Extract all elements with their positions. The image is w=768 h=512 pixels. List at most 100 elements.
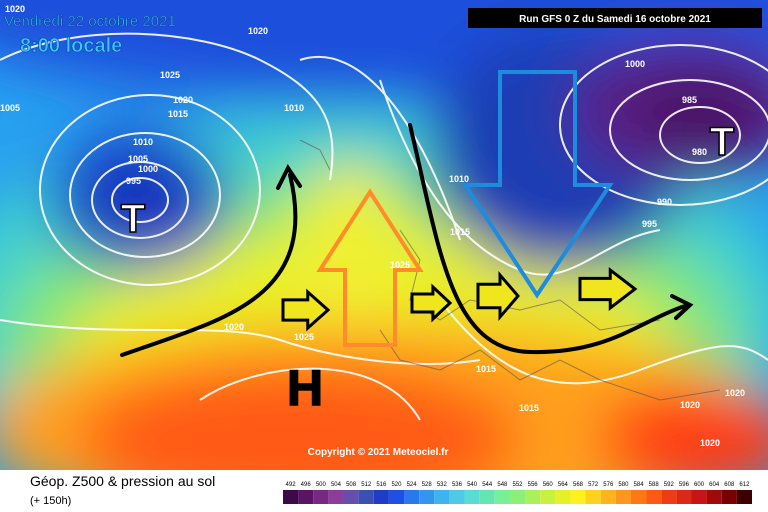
colorbar-swatch [661, 490, 677, 504]
colorbar-swatch [464, 490, 480, 504]
colorbar-swatch [585, 490, 601, 504]
colorbar-swatch [721, 490, 737, 504]
colorbar-label: 524 [407, 482, 418, 488]
colorbar-swatch [343, 490, 359, 504]
isobar-label: 1015 [168, 109, 188, 119]
colorbar-label: 592 [664, 482, 675, 488]
field [0, 0, 768, 470]
forecast-date: Vendredi 22 octobre 2021 [4, 13, 176, 30]
isobar-label: 1015 [476, 364, 496, 374]
isobar-label: 995 [126, 176, 141, 186]
colorbar-label: 604 [709, 482, 720, 488]
flow-arrow [410, 283, 453, 323]
isobar-label: 1025 [390, 260, 410, 270]
isobar-label: 990 [657, 197, 672, 207]
colorbar-label: 572 [588, 482, 599, 488]
colorbar-label: 532 [437, 482, 448, 488]
colorbar-swatch [691, 490, 707, 504]
isobar-label: 1020 [680, 400, 700, 410]
colorbar-swatch [328, 490, 344, 504]
colorbar-label: 612 [739, 482, 750, 488]
colorbar-swatch [540, 490, 556, 504]
isobar-label: 980 [692, 147, 707, 157]
isobar-label: 1020 [248, 26, 268, 36]
isobar-label: 1010 [284, 103, 304, 113]
colorbar-label: 596 [679, 482, 690, 488]
run-box [468, 8, 762, 28]
pressure-center: H [287, 360, 323, 416]
colorbar-swatch [630, 490, 647, 504]
colorbar-label: 500 [316, 482, 327, 488]
colorbar-label: 552 [512, 482, 523, 488]
colorbar-swatch [373, 490, 389, 504]
colorbar-label: 520 [391, 482, 402, 488]
colorbar-swatch [313, 490, 329, 504]
colorbar-swatch [494, 490, 510, 504]
colorbar-label: 600 [694, 482, 705, 488]
flow-arrow [281, 288, 331, 332]
isobar-label: 1010 [133, 137, 153, 147]
colorbar-label: 508 [346, 482, 357, 488]
isobar-label: 985 [682, 95, 697, 105]
colorbar-swatch [283, 490, 299, 504]
colorbar-label: 576 [603, 482, 614, 488]
colorbar-label: 564 [558, 482, 569, 488]
isobar-label: 1020 [5, 4, 25, 14]
isobar-label: 1005 [128, 154, 148, 164]
flow-arrow [476, 270, 520, 322]
isobar-label: 1020 [173, 95, 193, 105]
colorbar-swatch [358, 490, 374, 504]
colorbar-label: 536 [452, 482, 463, 488]
pressure-center: T [710, 120, 734, 164]
colorbar-swatch [404, 490, 420, 504]
map: Vendredi 22 octobre 2021 8:00 locale Run… [0, 0, 768, 470]
colorbar-swatch [600, 490, 616, 504]
colorbar-label: 516 [376, 482, 387, 488]
colorbar-label: 584 [634, 482, 645, 488]
colorbar-swatch [388, 490, 405, 504]
colorbar-swatch [525, 490, 541, 504]
colorbar-label: 496 [301, 482, 312, 488]
pressure-center: T [121, 197, 145, 241]
colorbar-label: 504 [331, 482, 342, 488]
colorbar-swatch [449, 490, 465, 504]
colorbar-swatch [555, 490, 571, 504]
colorbar-swatch [509, 490, 526, 504]
colorbar-label: 556 [528, 482, 539, 488]
colorbar-label: 544 [482, 482, 493, 488]
colorbar-swatch [419, 490, 435, 504]
forecast-time: 8:00 locale [20, 35, 122, 57]
colorbar-swatch [706, 490, 722, 504]
colorbar-swatch [434, 490, 450, 504]
colorbar-swatch [570, 490, 586, 504]
flow-arrow [578, 266, 638, 312]
colorbar-swatch [298, 490, 314, 504]
isobar-label: 1015 [450, 227, 470, 237]
colorbar-swatch [479, 490, 495, 504]
copyright: Copyright © 2021 Meteociel.fr [308, 447, 449, 458]
isobar-label: 1000 [138, 164, 158, 174]
isobar-label: 1015 [519, 403, 539, 413]
isobar-label: 1000 [625, 59, 645, 69]
colorbar-swatch [646, 490, 662, 504]
isobar-label: 1005 [0, 103, 20, 113]
isobar-label: 1020 [725, 388, 745, 398]
colorbar-label: 528 [422, 482, 433, 488]
colorbar-label: 588 [649, 482, 660, 488]
colorbar-swatch [736, 490, 752, 504]
colorbar-swatch [676, 490, 692, 504]
colorbar-label: 568 [573, 482, 584, 488]
run-info: Run GFS 0 Z du Samedi 16 octobre 2021 [519, 14, 711, 25]
isobar-label: 995 [642, 219, 657, 229]
colorbar-label: 492 [286, 482, 297, 488]
colorbar-label: 580 [618, 482, 629, 488]
colorbar-label: 540 [467, 482, 478, 488]
colorbar-label: 548 [497, 482, 508, 488]
colorbar-label: 608 [724, 482, 735, 488]
colorbar-swatch [615, 490, 631, 504]
footer: Géop. Z500 & pression au sol (+ 150h) 49… [30, 473, 752, 507]
isobar-label: 1020 [224, 322, 244, 332]
isobar-label: 1025 [160, 70, 180, 80]
colorbar-label: 512 [361, 482, 372, 488]
